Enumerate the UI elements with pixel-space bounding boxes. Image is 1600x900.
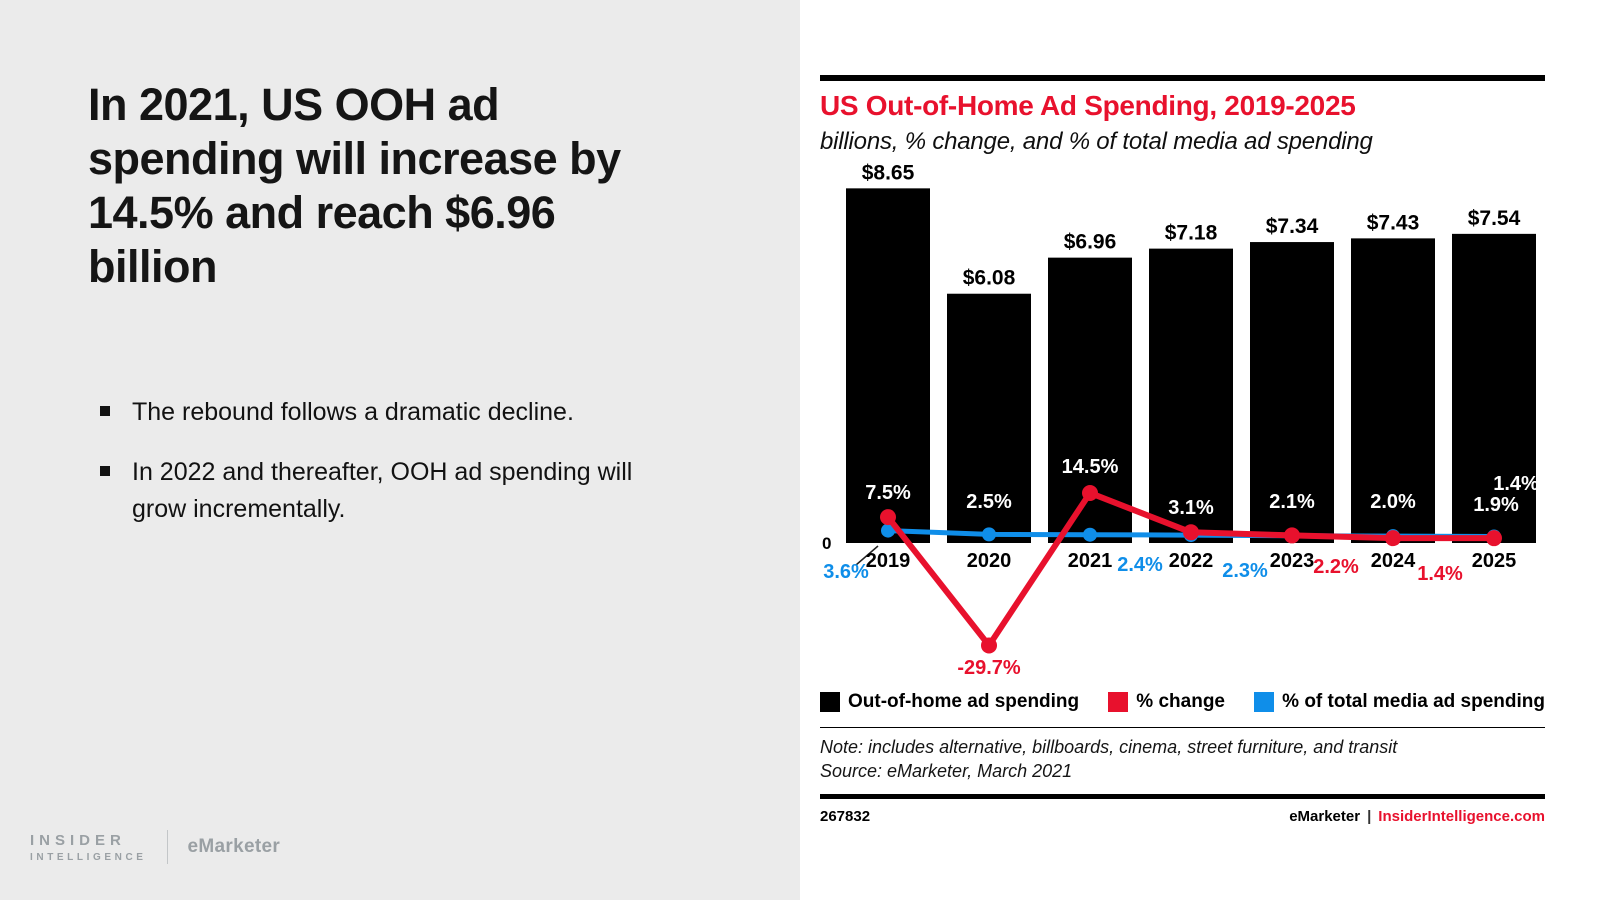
footer-emarketer: eMarketer — [1289, 807, 1361, 825]
legend-swatch-red — [1108, 692, 1129, 712]
bullet-square-icon — [100, 406, 110, 416]
pct-change-point-2022 — [1183, 524, 1199, 541]
bar-2024 — [1351, 238, 1435, 543]
pct-change-point-2025 — [1486, 530, 1502, 547]
x-axis-label: 2020 — [967, 550, 1012, 572]
x-axis-label: 2021 — [1068, 550, 1113, 572]
chart-title: US Out-of-Home Ad Spending, 2019-2025 — [820, 90, 1356, 121]
pct-change-label: -29.7% — [957, 657, 1021, 679]
bullet-list: The rebound follows a dramatic decline. … — [88, 394, 688, 527]
bullet-text: The rebound follows a dramatic decline. — [132, 398, 574, 426]
logo-divider — [166, 830, 168, 864]
bar-value-label: $7.54 — [1468, 207, 1521, 230]
pct-change-point-2024 — [1385, 530, 1401, 547]
chart-notes: Note: includes alternative, billboards, … — [820, 727, 1545, 784]
legend-swatch-blue — [1254, 692, 1275, 712]
bar-value-label: $6.96 — [1064, 231, 1117, 254]
y-axis-zero-label: 0 — [822, 534, 831, 553]
bar-value-label: $7.18 — [1165, 222, 1218, 245]
bar-2020 — [947, 293, 1031, 543]
bar-value-label: $6.08 — [963, 267, 1016, 290]
pct-change-label: 1.4% — [1417, 563, 1463, 585]
bar-value-label: $7.34 — [1266, 215, 1319, 238]
slide-headline: In 2021, US OOH ad spending will increas… — [88, 79, 621, 292]
pct-change-label: 1.4% — [1493, 473, 1539, 495]
footer-separator: | — [1367, 807, 1372, 825]
pct-change-label: 14.5% — [1062, 456, 1119, 478]
bar-2023 — [1250, 242, 1334, 543]
bar-value-label: $8.65 — [862, 161, 915, 184]
list-item: In 2022 and thereafter, OOH ad spending … — [88, 454, 688, 527]
legend-item-pct-change: % change — [1108, 691, 1225, 713]
x-axis-label: 2024 — [1371, 550, 1416, 572]
pct-change-label: 3.1% — [1168, 497, 1214, 519]
pct-total-point-2021 — [1083, 527, 1097, 542]
footer-branding: eMarketer | InsiderIntelligence.com — [1289, 808, 1545, 825]
bar-2019 — [846, 188, 930, 543]
x-axis-label: 2025 — [1472, 550, 1517, 572]
chart-panel: US Out-of-Home Ad Spending, 2019-2025 bi… — [800, 0, 1600, 900]
ooh-spending-chart: $8.65 $6.08 $6.96 $7.18 $7.34 $7.43 $7.54 2019 2… — [822, 161, 1539, 679]
bullet-square-icon — [100, 466, 110, 477]
leader-line — [855, 545, 879, 566]
legend-label: % of total media ad spending — [1282, 691, 1545, 712]
chart-legend: Out-of-home ad spending % change % of to… — [820, 691, 1545, 713]
chart-subtitle: billions, % change, and % of total media… — [820, 128, 1373, 155]
chart-footer: 267832 eMarketer | InsiderIntelligence.c… — [820, 808, 1545, 825]
legend-item-pct-total: % of total media ad spending — [1254, 691, 1545, 713]
pct-change-point-2021 — [1082, 484, 1098, 501]
pct-total-point-2019 — [881, 523, 895, 538]
pct-total-label: 2.1% — [1269, 491, 1315, 513]
footer-site-link[interactable]: InsiderIntelligence.com — [1378, 807, 1545, 825]
brand-logos: INSIDER INTELLIGENCE eMarketer — [30, 830, 280, 864]
x-axis-label: 2022 — [1169, 550, 1214, 572]
chart-source: Source: eMarketer, March 2021 — [820, 761, 1073, 782]
pct-total-point-2020 — [982, 527, 996, 542]
pct-total-label: 3.6% — [823, 561, 869, 583]
pct-change-point-2023 — [1284, 527, 1300, 544]
left-panel: In 2021, US OOH ad spending will increas… — [0, 0, 800, 900]
pct-change-label: 7.5% — [865, 482, 911, 504]
insider-logo-line1: INSIDER — [30, 831, 126, 849]
bar-value-label: $7.43 — [1367, 211, 1420, 234]
bar-2025 — [1452, 233, 1536, 544]
pct-total-label: 2.3% — [1222, 560, 1268, 582]
legend-item-ooh-spending: Out-of-home ad spending — [820, 691, 1079, 713]
pct-change-point-2020 — [981, 637, 997, 654]
pct-total-label: 2.4% — [1117, 554, 1163, 576]
x-axis-label: 2019 — [866, 550, 911, 572]
pct-change-point-2019 — [880, 509, 896, 526]
list-item: The rebound follows a dramatic decline. — [88, 394, 688, 430]
legend-label: Out-of-home ad spending — [848, 691, 1080, 712]
chart-note: Note: includes alternative, billboards, … — [820, 737, 1398, 757]
chart-id: 267832 — [820, 807, 871, 825]
bullet-text: In 2022 and thereafter, OOH ad spending … — [132, 458, 633, 523]
chart-bottom-rule — [820, 793, 1545, 799]
pct-change-label: 2.2% — [1313, 556, 1359, 578]
pct-total-label: 2.5% — [966, 491, 1012, 513]
pct-total-label: 2.0% — [1370, 491, 1416, 513]
legend-label: % change — [1136, 691, 1225, 712]
pct-total-label: 1.9% — [1473, 494, 1519, 516]
insider-intelligence-logo: INSIDER INTELLIGENCE — [30, 832, 147, 863]
bar-2022 — [1149, 248, 1233, 543]
x-axis-label: 2023 — [1270, 550, 1315, 572]
insider-logo-line2: INTELLIGENCE — [30, 851, 147, 863]
chart-top-rule — [820, 75, 1545, 81]
legend-swatch-black — [820, 692, 840, 712]
emarketer-logo: eMarketer — [187, 836, 281, 857]
